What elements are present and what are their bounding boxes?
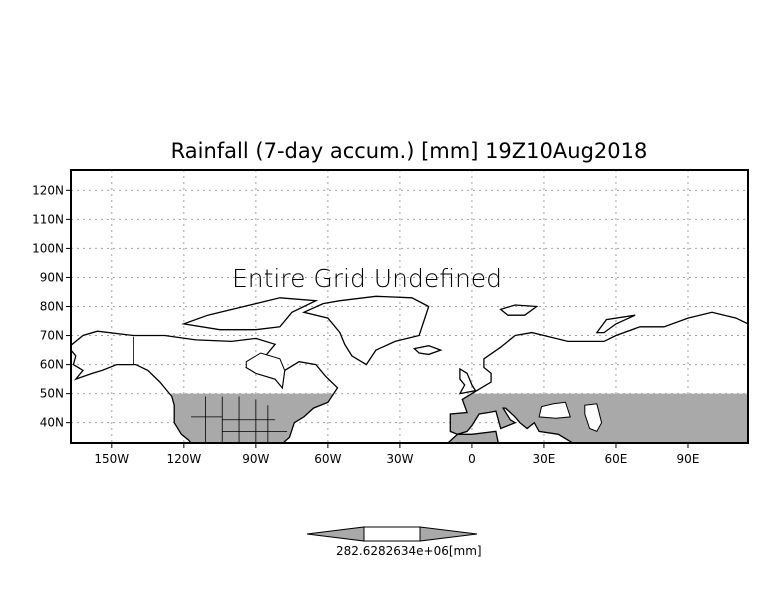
lon-tick-label: 30E [533, 452, 556, 466]
lat-tick-label: 70N [40, 329, 64, 343]
lat-tick-label: 100N [32, 241, 64, 255]
great-britain-coastline [458, 367, 477, 395]
lat-tick-label: 50N [40, 387, 64, 401]
undefined-grid-message: Entire Grid Undefined [232, 264, 502, 293]
lon-tick-label: 120W [166, 452, 201, 466]
iceland-coastline [412, 345, 443, 356]
north-africa-coastline [446, 430, 560, 443]
coastlines [71, 295, 748, 443]
colorbar-label: 282.6282634e+06[mm] [336, 544, 482, 558]
masked-land-fill [169, 298, 748, 443]
colorbar-right-triangle [419, 526, 478, 542]
lat-tick-label: 80N [40, 300, 64, 314]
north-america-coastline [71, 330, 339, 443]
lon-tick-label: 90E [677, 452, 700, 466]
colorbar: 282.6282634e+06[mm] [306, 526, 482, 558]
svalbard-coastline [499, 304, 539, 316]
plot-title: Rainfall (7-day accum.) [mm] 19Z10Aug201… [171, 139, 648, 163]
north-america-fill [169, 393, 334, 443]
lat-tick-label: 120N [32, 183, 64, 197]
greenland-coastline [301, 295, 430, 366]
colorbar-box [363, 526, 421, 542]
lon-tick-label: 30W [386, 452, 413, 466]
axis-ticks: 150W 120W 90W 60W 30W 0 30E 60E 90E 40N 50N 60N 70N 8… [32, 183, 699, 466]
caspian-sea [584, 403, 603, 433]
lat-tick-label: 90N [40, 270, 64, 284]
lon-tick-label: 90W [242, 452, 269, 466]
lon-tick-label: 0 [468, 452, 476, 466]
lat-tick-label: 110N [32, 212, 64, 226]
lat-tick-label: 60N [40, 358, 64, 372]
hudson-bay [245, 352, 286, 389]
canadian-archipelago-fill [184, 298, 316, 330]
colorbar-left-triangle [306, 526, 365, 542]
canadian-archipelago-coastline [181, 297, 319, 331]
novaya-zemlya-coastline [595, 314, 636, 334]
lon-tick-label: 60W [314, 452, 341, 466]
lon-tick-label: 60E [605, 452, 628, 466]
eurasia-coastline [449, 311, 748, 443]
lat-tick-label: 40N [40, 416, 64, 430]
black-sea [538, 401, 571, 419]
lon-tick-label: 150W [94, 452, 129, 466]
